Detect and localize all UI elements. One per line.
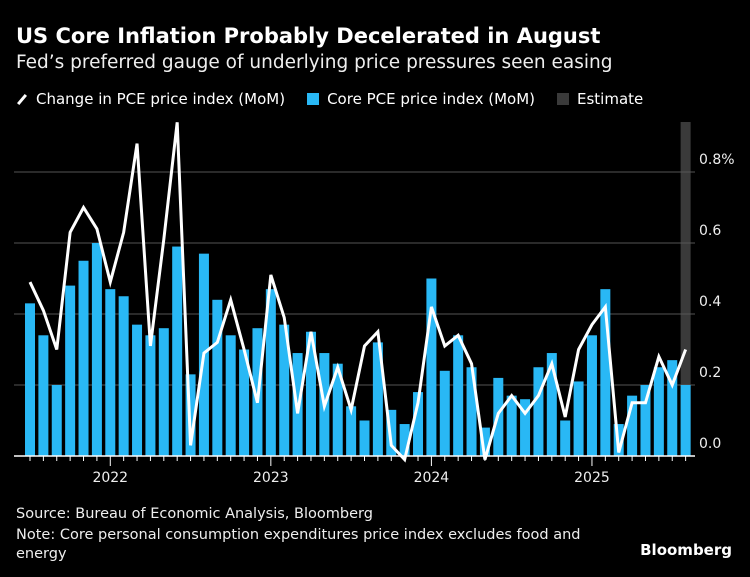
bar bbox=[600, 289, 611, 456]
chart-title: US Core Inflation Probably Decelerated i… bbox=[16, 24, 601, 48]
bar bbox=[399, 424, 410, 456]
footnote: Note: Core personal consumption expendit… bbox=[16, 527, 581, 562]
bar bbox=[105, 289, 116, 456]
bar bbox=[305, 331, 316, 456]
source-note: Source: Bureau of Economic Analysis, Blo… bbox=[16, 506, 373, 522]
bar bbox=[225, 335, 236, 456]
bar bbox=[627, 395, 638, 456]
bar bbox=[506, 395, 517, 456]
bar bbox=[520, 399, 531, 456]
x-tick-label: 2024 bbox=[414, 470, 450, 486]
bar bbox=[239, 349, 250, 456]
estimate-swatch-icon bbox=[557, 93, 569, 105]
bar bbox=[640, 385, 651, 456]
bar bbox=[38, 335, 49, 456]
y-tick-label: 0.6 bbox=[699, 223, 721, 239]
bar bbox=[560, 420, 571, 456]
bar bbox=[279, 324, 290, 456]
x-tick-label: 2023 bbox=[253, 470, 289, 486]
bar bbox=[132, 324, 143, 456]
legend-item-estimate: Estimate bbox=[557, 90, 643, 108]
bar bbox=[426, 278, 437, 456]
bar bbox=[439, 370, 450, 456]
y-tick-label: 0.0 bbox=[699, 436, 721, 452]
bloomberg-logo: Bloomberg bbox=[640, 541, 732, 559]
bar bbox=[667, 360, 678, 456]
bar bbox=[359, 420, 370, 456]
bar bbox=[91, 243, 102, 456]
y-tick-label: 0.4 bbox=[699, 294, 721, 310]
bar bbox=[212, 299, 223, 456]
bar bbox=[680, 385, 691, 456]
bar bbox=[172, 246, 183, 456]
bar bbox=[51, 385, 62, 456]
bar bbox=[78, 260, 89, 456]
legend-label: Core PCE price index (MoM) bbox=[327, 90, 535, 108]
bar bbox=[653, 367, 664, 456]
legend-label: Estimate bbox=[577, 90, 644, 108]
legend: Change in PCE price index (MoM) Core PCE… bbox=[16, 90, 643, 108]
bar-swatch-icon bbox=[307, 93, 320, 105]
pce-line bbox=[28, 122, 688, 463]
bar bbox=[453, 335, 464, 456]
legend-item-pce: Change in PCE price index (MoM) bbox=[16, 90, 285, 108]
bar bbox=[372, 342, 383, 456]
bar bbox=[573, 381, 584, 456]
y-tick-label: 0.2 bbox=[699, 365, 721, 381]
x-tick-label: 2025 bbox=[574, 470, 610, 486]
x-tick-label: 2022 bbox=[92, 470, 128, 486]
bar bbox=[533, 367, 544, 456]
legend-item-core-pce: Core PCE price index (MoM) bbox=[307, 90, 535, 108]
bar bbox=[332, 363, 343, 456]
bar bbox=[586, 335, 597, 456]
bar bbox=[265, 289, 276, 456]
estimate-band bbox=[680, 122, 691, 456]
bar bbox=[413, 392, 424, 456]
bar bbox=[65, 285, 76, 456]
chart-subtitle: Fed’s preferred gauge of underlying pric… bbox=[16, 52, 613, 73]
bar bbox=[479, 427, 490, 456]
bar bbox=[118, 296, 129, 456]
bar bbox=[158, 328, 169, 456]
bar bbox=[145, 335, 156, 456]
bar bbox=[546, 353, 557, 456]
legend-label: Change in PCE price index (MoM) bbox=[36, 90, 286, 108]
y-tick-label: 0.8% bbox=[699, 152, 735, 168]
bar bbox=[466, 367, 477, 456]
bar bbox=[25, 303, 35, 456]
bar bbox=[346, 406, 357, 456]
